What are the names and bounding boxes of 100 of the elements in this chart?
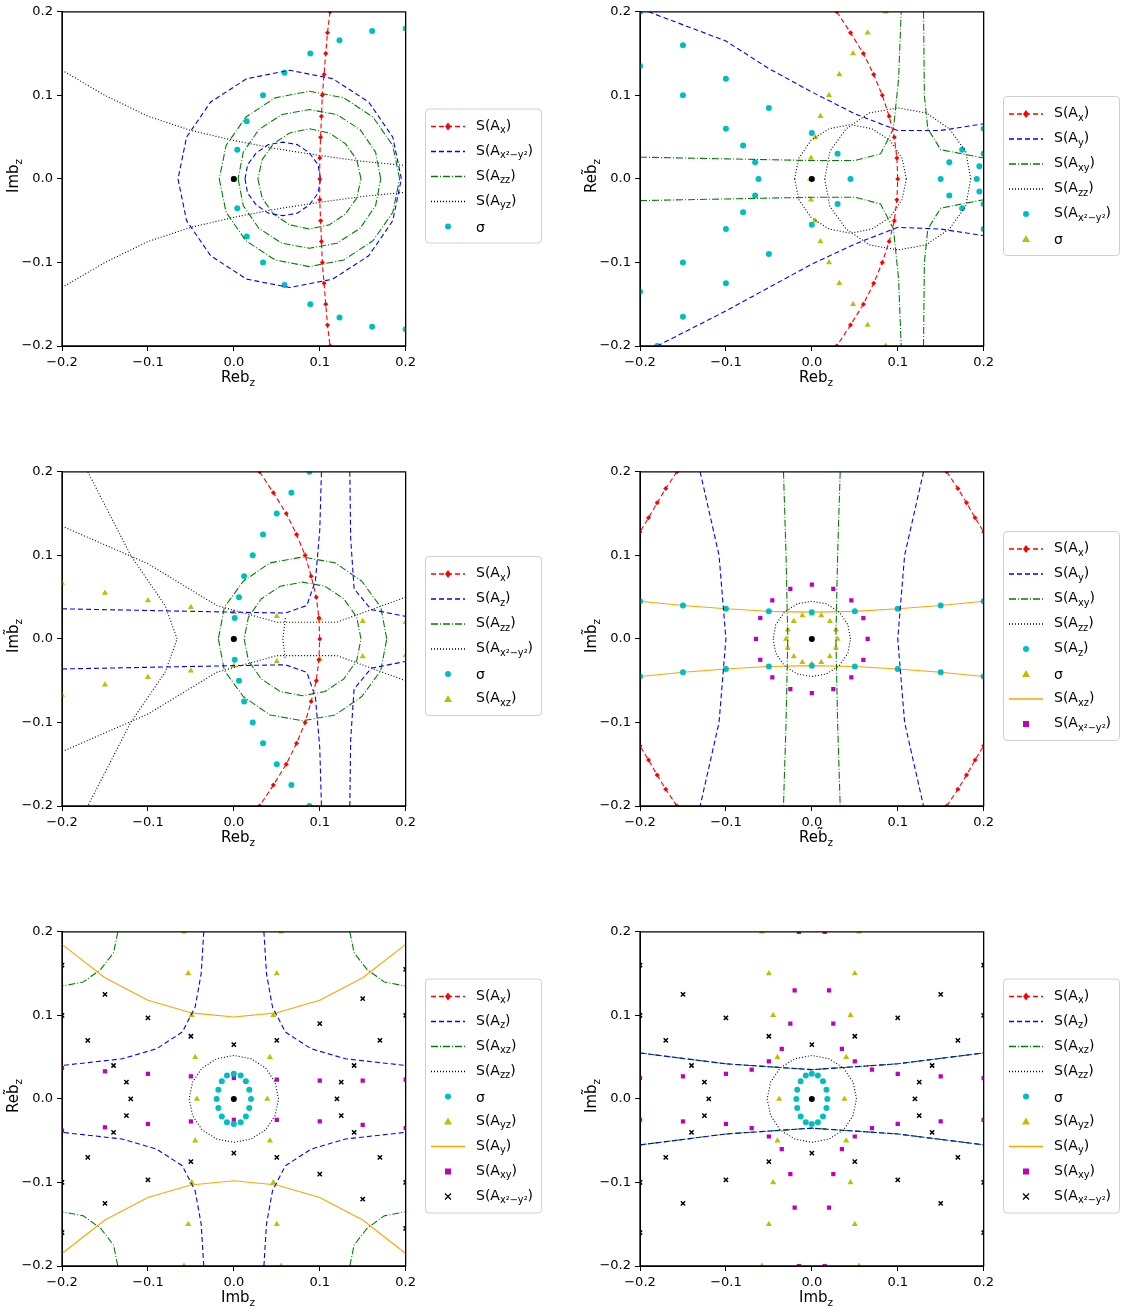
y-tick-label: −0.1: [599, 1173, 631, 1189]
legend-label: S(A$_{x}$): [1054, 986, 1090, 1006]
y-tick-label: 0.1: [610, 86, 631, 102]
x-tick-label: −0.2: [46, 1274, 78, 1290]
legend-label: S(A$_{z}$): [1054, 639, 1089, 658]
y-tick-label: −0.1: [599, 253, 631, 269]
y-tick-label: −0.1: [21, 253, 53, 269]
x-tick-label: −0.2: [624, 814, 656, 830]
x-tick-label: 0.0: [223, 814, 245, 830]
legend-label: S(A$_{xz}$): [1054, 1036, 1095, 1056]
legend-label: σ: [1054, 1088, 1063, 1104]
x-tick-label: 0.0: [801, 354, 823, 370]
y-tick-label: 0.2: [32, 3, 53, 19]
legend-label: S(A$_{yz}$): [476, 1111, 517, 1131]
legend-label: S(A$_{x²−y²}$): [1054, 204, 1112, 223]
y-tick-label: 0.0: [32, 630, 53, 646]
y-tick-label: −0.1: [21, 713, 53, 729]
x-tick-label: 0.1: [309, 814, 331, 830]
y-tick-label: 0.0: [610, 170, 631, 186]
legend-label: S(A$_{y}$): [476, 1136, 512, 1156]
y-tick-label: −0.1: [599, 713, 631, 729]
x-tick-label: 0.0: [801, 1274, 823, 1290]
y-tick-label: −0.2: [21, 1257, 53, 1273]
x-tick-label: −0.1: [132, 814, 164, 830]
legend-label: S(A$_{x²−y²}$): [1054, 714, 1112, 733]
legend-label: S(A$_{xy}$): [1054, 154, 1096, 173]
legend-label: S(A$_{x}$): [1054, 104, 1090, 123]
x-tick-label: −0.2: [624, 354, 656, 370]
y-tick-label: 0.1: [32, 86, 53, 102]
x-tick-label: −0.2: [46, 814, 78, 830]
legend-label: S(A$_{x²−y²}$): [476, 1186, 534, 1206]
y-tick-label: 0.0: [32, 1090, 53, 1106]
legend-label: S(A$_{x}$): [476, 116, 512, 136]
x-tick-label: 0.0: [801, 814, 823, 830]
x-tick-label: 0.0: [223, 354, 245, 370]
x-tick-label: 0.1: [887, 354, 909, 370]
x-tick-label: 0.1: [887, 814, 909, 830]
x-axis-title: Reb̃$_{z}$: [798, 828, 834, 848]
x-tick-label: −0.1: [710, 354, 742, 370]
x-tick-label: 0.2: [973, 1274, 995, 1290]
x-axis-title: Reb$_{z}$: [220, 368, 256, 388]
legend-label: S(A$_{xz}$): [1054, 689, 1095, 708]
x-tick-label: −0.1: [710, 1274, 742, 1290]
y-tick-label: −0.1: [21, 1173, 53, 1189]
y-tick-label: 0.0: [610, 1090, 631, 1106]
legend-label: S(A$_{zz}$): [476, 166, 516, 186]
legend-label: S(A$_{zz}$): [476, 614, 516, 633]
legend-label: S(A$_{xz}$): [476, 689, 517, 708]
legend-label: S(A$_{zz}$): [1054, 614, 1094, 633]
legend-label: S(A$_{yz}$): [476, 191, 517, 211]
x-tick-label: 0.1: [309, 1274, 331, 1290]
legend-label: S(A$_{xy}$): [476, 1161, 518, 1181]
x-tick-label: 0.2: [395, 1274, 417, 1290]
legend-label: S(A$_{x²−y²}$): [476, 141, 534, 161]
legend-label: S(A$_{xy}$): [1054, 589, 1096, 608]
legend-label: S(A$_{y}$): [1054, 564, 1090, 583]
legend-label: S(A$_{zz}$): [476, 1061, 516, 1081]
y-tick-label: 0.2: [610, 3, 631, 19]
x-tick-label: −0.1: [132, 1274, 164, 1290]
y-tick-label: 0.2: [610, 463, 631, 479]
legend-label: σ: [476, 665, 485, 682]
legend-label: σ: [476, 1088, 485, 1104]
y-tick-label: 0.2: [610, 923, 631, 939]
y-tick-label: −0.2: [599, 1257, 631, 1273]
y-tick-label: 0.0: [32, 170, 53, 186]
legend-label: S(A$_{z}$): [476, 1011, 511, 1031]
x-tick-label: −0.2: [624, 1274, 656, 1290]
legend-label: S(A$_{y}$): [1054, 129, 1090, 148]
x-tick-label: 0.2: [395, 814, 417, 830]
x-tick-label: 0.1: [887, 1274, 909, 1290]
y-tick-label: −0.2: [599, 797, 631, 813]
y-tick-label: −0.2: [21, 337, 53, 353]
y-tick-label: 0.1: [32, 1006, 53, 1022]
x-tick-label: 0.2: [973, 354, 995, 370]
legend-label: S(A$_{y}$): [1054, 1136, 1090, 1156]
y-tick-label: 0.1: [610, 546, 631, 562]
x-axis-title: Reb$_{z}$: [798, 368, 834, 388]
y-tick-label: 0.2: [32, 463, 53, 479]
legend-label: S(A$_{x²−y²}$): [476, 639, 534, 658]
x-tick-label: 0.2: [973, 814, 995, 830]
legend-label: S(A$_{z}$): [1054, 1011, 1089, 1031]
x-axis-title: Reb$_{z}$: [220, 828, 256, 848]
y-tick-label: 0.0: [610, 630, 631, 646]
y-tick-label: 0.1: [610, 1006, 631, 1022]
legend-label: S(A$_{xy}$): [1054, 1161, 1096, 1181]
legend-label: S(A$_{xz}$): [476, 1036, 517, 1056]
legend-label: S(A$_{x}$): [476, 986, 512, 1006]
legend-label: S(A$_{x}$): [476, 564, 512, 583]
legend-label: S(A$_{z}$): [476, 589, 511, 608]
x-tick-label: 0.0: [223, 1274, 245, 1290]
legend-label: S(A$_{zz}$): [1054, 179, 1094, 198]
x-tick-label: 0.2: [395, 354, 417, 370]
legend-label: σ: [476, 218, 485, 234]
legend-label: S(A$_{x²−y²}$): [1054, 1186, 1112, 1206]
x-tick-label: −0.1: [710, 814, 742, 830]
y-tick-label: −0.2: [599, 337, 631, 353]
x-axis-title: Imb$_{z}$: [220, 1288, 256, 1308]
legend-label: S(A$_{yz}$): [1054, 1111, 1095, 1131]
x-tick-label: −0.2: [46, 354, 78, 370]
y-tick-label: −0.2: [21, 797, 53, 813]
